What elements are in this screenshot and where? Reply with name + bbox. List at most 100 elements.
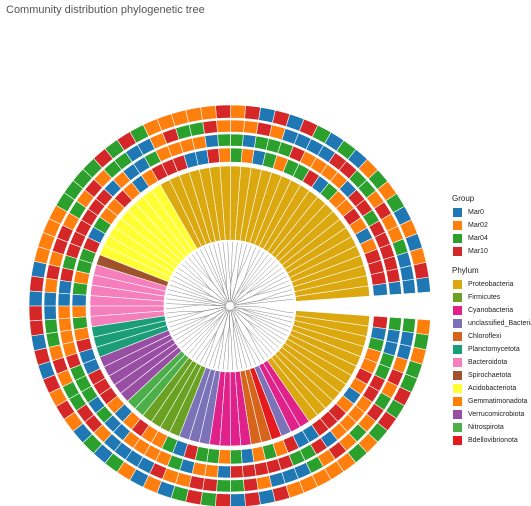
tree-branch — [169, 319, 190, 328]
tree-branch — [189, 315, 209, 321]
phylum-legend-item: Bdellovibrionota — [452, 434, 531, 447]
tree-branch — [196, 280, 213, 292]
tree-branch — [222, 242, 227, 272]
tree-branch — [247, 245, 252, 257]
tree-branch — [171, 321, 194, 332]
tree-branch — [237, 255, 248, 278]
group-cell — [372, 315, 388, 330]
phylum-legend-swatch — [452, 435, 463, 446]
tree-branch — [233, 306, 240, 309]
tree-branches — [166, 242, 294, 370]
group-cell — [45, 264, 61, 281]
group-cell — [44, 277, 59, 294]
tree-branch — [236, 257, 244, 280]
tree-branch — [244, 313, 257, 321]
tree-branch — [217, 302, 227, 306]
tree-branch — [230, 280, 238, 303]
group-cell — [401, 278, 416, 295]
tree-branch — [235, 287, 242, 296]
phylum-legend: Phylum Proteobacteria Firmicutes Cyanobact… — [452, 266, 531, 447]
tree-branch — [181, 324, 209, 348]
tree-branch — [222, 327, 225, 347]
tree-branch — [225, 326, 230, 344]
tree-branch — [218, 329, 225, 349]
group-cell — [240, 148, 255, 165]
tree-branch — [258, 327, 282, 344]
group-legend-label: Mar02 — [468, 222, 488, 229]
group-cell — [399, 330, 415, 347]
tree-branch — [231, 242, 233, 266]
group-cell — [243, 120, 259, 135]
tree-branch — [232, 295, 240, 304]
phylum-legend-item: Verrucomicrobiota — [452, 408, 531, 421]
tree-branch — [213, 283, 228, 303]
tree-branch — [233, 307, 244, 314]
tree-branch — [218, 313, 224, 322]
phylum-legend-label: Cyanobacteria — [468, 307, 514, 314]
phylum-legend-item: Bacteroidota — [452, 356, 531, 369]
tree-branch — [211, 307, 227, 315]
tree-branch — [196, 285, 212, 297]
tree-branch — [216, 309, 229, 331]
phylum-legend-item: Nitrospirota — [452, 421, 531, 434]
phylum-legend-label: Bacteroidota — [468, 359, 508, 366]
tree-branch — [206, 301, 218, 303]
group-cell — [30, 260, 48, 279]
tree-branch — [188, 322, 216, 355]
phylum-legend-swatch — [452, 292, 463, 303]
tree-branch — [243, 312, 255, 317]
tree-branch — [259, 331, 279, 348]
phylum-legend-item: unclassified_Bacteria — [452, 317, 531, 330]
tree-branch — [171, 280, 200, 294]
tree-branch — [228, 267, 232, 286]
tree-branch — [229, 323, 232, 339]
group-cell — [43, 305, 57, 321]
tree-branch — [251, 260, 276, 285]
tree-branch — [222, 277, 228, 291]
tree-branch — [242, 334, 254, 359]
group-cell — [415, 276, 431, 294]
tree-branch — [280, 289, 292, 294]
tree-branch — [232, 308, 246, 320]
tree-branch — [208, 245, 222, 282]
tree-branch — [212, 290, 228, 304]
chart-title: Community distribution phylogenetic tree — [6, 4, 205, 16]
phylum-legend-item: Gemmatimonadota — [452, 395, 531, 408]
group-cell — [191, 461, 207, 477]
group-cell — [29, 275, 45, 293]
tree-branch — [259, 335, 276, 352]
group-cell — [59, 267, 75, 283]
group-cell — [216, 479, 231, 493]
tree-branch — [199, 257, 212, 281]
tree-branch — [256, 319, 287, 336]
phylum-legend-label: Chloroflexi — [468, 333, 502, 340]
group-cell — [218, 147, 231, 163]
tree-branch — [236, 259, 240, 282]
group-cell — [387, 280, 402, 296]
group-cell — [44, 318, 59, 335]
tree-branch — [167, 314, 182, 319]
tree-branch — [231, 278, 245, 303]
phylum-segment — [294, 310, 370, 327]
group-cell — [230, 104, 246, 119]
tree-branch — [244, 254, 269, 287]
phylum-legend-label: Acidobacteriota — [468, 385, 517, 392]
tree-branch — [199, 304, 227, 307]
tree-branch — [251, 285, 269, 297]
tree-branch — [244, 254, 253, 279]
group-cell — [401, 317, 416, 334]
tree-branch — [168, 289, 204, 300]
tree-branch — [246, 328, 258, 350]
tree-branch — [225, 295, 229, 303]
tree-branch — [226, 290, 230, 303]
group-cell — [202, 477, 218, 492]
tree-branch — [175, 304, 200, 309]
tree-branch — [255, 353, 261, 363]
tree-branch — [222, 343, 227, 370]
group-cell — [230, 479, 245, 493]
tree-branch — [205, 331, 217, 354]
tree-branch — [166, 298, 210, 304]
tree-branch — [223, 309, 230, 328]
tree-branch — [208, 350, 215, 367]
tree-branch — [213, 244, 223, 279]
